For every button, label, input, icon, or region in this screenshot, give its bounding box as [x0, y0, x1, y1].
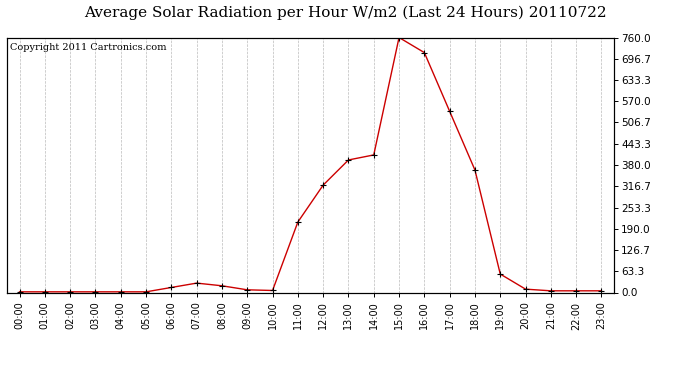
Text: Copyright 2011 Cartronics.com: Copyright 2011 Cartronics.com: [10, 43, 166, 52]
Text: Average Solar Radiation per Hour W/m2 (Last 24 Hours) 20110722: Average Solar Radiation per Hour W/m2 (L…: [83, 6, 607, 20]
